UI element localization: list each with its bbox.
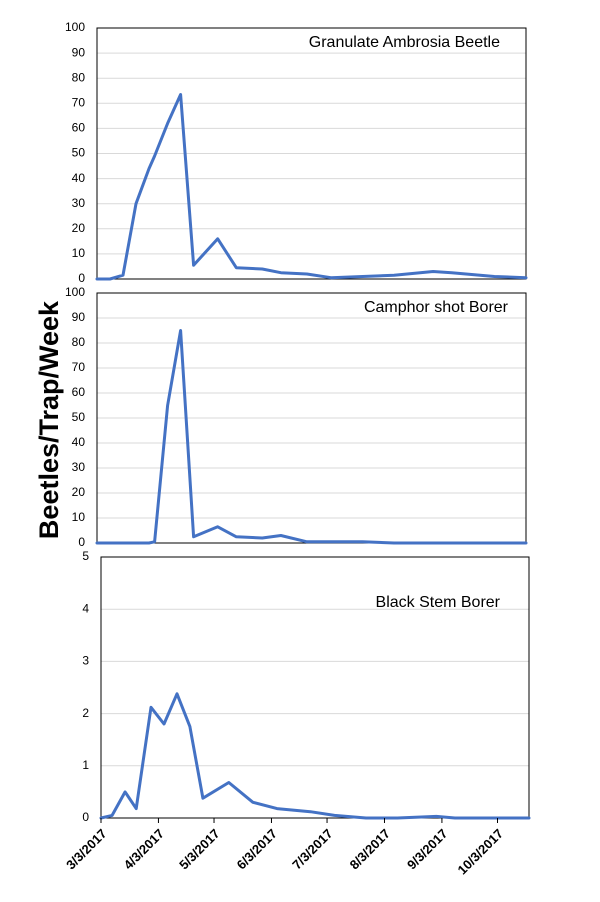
- panel-title: Camphor shot Borer: [364, 299, 509, 316]
- x-tick-label: 5/3/2017: [176, 826, 222, 872]
- y-tick-label: 3: [82, 654, 89, 668]
- plot-frame: [96, 27, 527, 280]
- y-tick-label: 60: [72, 121, 86, 135]
- panel-2: 0 10 20 30 40 50 60 70 80 90 100 Camphor shot Borer: [65, 285, 528, 549]
- panel-3: 0 1 2 3 4 5 Black Stem Borer 3/3/2017 4/3/2017 5/…: [63, 549, 531, 878]
- y-tick-label: 40: [72, 435, 86, 449]
- x-tick-label: 3/3/2017: [63, 826, 109, 872]
- y-tick-label: 5: [82, 549, 89, 563]
- y-tick-label: 70: [72, 360, 86, 374]
- x-tick-label: 8/3/2017: [347, 826, 393, 872]
- y-tick-label: 100: [65, 20, 85, 34]
- series-line: [95, 93, 528, 281]
- plot-frame: [100, 556, 530, 819]
- series-line: [99, 692, 531, 820]
- y-tick-label: 0: [82, 810, 89, 824]
- y-tick-label: 20: [72, 485, 86, 499]
- x-tick-label: 7/3/2017: [289, 826, 335, 872]
- y-tick-label: 30: [72, 196, 86, 210]
- series-line: [95, 329, 528, 545]
- y-tick-label: 10: [72, 510, 86, 524]
- y-tick-label: 30: [72, 460, 86, 474]
- y-tick-label: 20: [72, 221, 86, 235]
- y-tick-label: 90: [72, 45, 86, 59]
- y-tick-label: 60: [72, 385, 86, 399]
- y-tick-label: 50: [72, 410, 86, 424]
- y-tick-label: 1: [82, 758, 89, 772]
- y-tick-label: 80: [72, 70, 86, 84]
- y-tick-label: 70: [72, 95, 86, 109]
- y-tick-label: 4: [82, 601, 89, 615]
- panel-1: 0 10 20 30 40 50 60 70 80 90 100 Granulate Ambrosia…: [65, 20, 528, 285]
- y-tick-label: 90: [72, 310, 86, 324]
- y-tick-label: 0: [78, 271, 85, 285]
- y-tick-label: 10: [72, 246, 86, 260]
- y-axis-label: Beetles/Trap/Week: [34, 300, 64, 539]
- x-tick-label: 4/3/2017: [121, 826, 167, 872]
- y-tick-label: 50: [72, 146, 86, 160]
- panel-title: Granulate Ambrosia Beetle: [309, 34, 500, 51]
- x-tick-label: 9/3/2017: [404, 826, 450, 872]
- y-tick-label: 2: [82, 706, 89, 720]
- y-tick-label: 80: [72, 335, 86, 349]
- x-tick-label: 10/3/2017: [455, 826, 507, 878]
- x-tick-label: 6/3/2017: [234, 826, 280, 872]
- panel-title: Black Stem Borer: [376, 594, 501, 611]
- y-tick-label: 40: [72, 171, 86, 185]
- y-tick-label: 0: [78, 535, 85, 549]
- y-tick-label: 100: [65, 285, 85, 299]
